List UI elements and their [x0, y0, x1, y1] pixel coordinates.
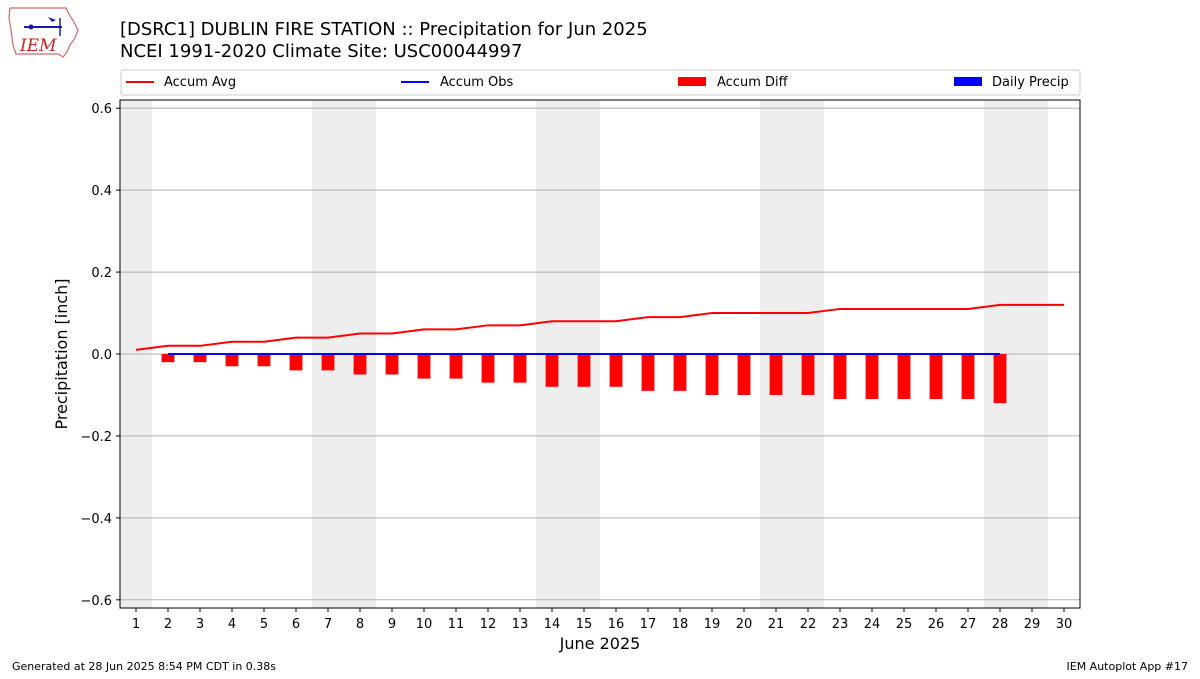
x-tick-label: 19 [704, 617, 721, 632]
x-tick-label: 13 [512, 617, 529, 632]
bar-accum-diff-11 [449, 354, 463, 379]
x-tick-label: 1 [132, 617, 140, 632]
y-tick-label: 0.0 [91, 348, 112, 363]
x-tick-label: 29 [1024, 617, 1041, 632]
legend-swatch-accum-diff [678, 77, 706, 86]
legend-swatch-daily-precip [954, 77, 982, 86]
bar-accum-diff-10 [417, 354, 431, 379]
x-tick-label: 21 [768, 617, 785, 632]
x-tick-label: 5 [260, 617, 268, 632]
x-tick-label: 4 [228, 617, 236, 632]
legend-label-accum-avg: Accum Avg [164, 75, 236, 90]
x-tick-label: 28 [992, 617, 1009, 632]
legend-label-accum-diff: Accum Diff [717, 75, 789, 90]
footer-generated: Generated at 28 Jun 2025 8:54 PM CDT in … [12, 660, 276, 673]
bar-accum-diff-16 [609, 354, 623, 387]
bar-accum-diff-13 [513, 354, 527, 383]
x-tick-label: 16 [608, 617, 625, 632]
footer-app: IEM Autoplot App #17 [1067, 660, 1189, 673]
legend-label-accum-obs: Accum Obs [440, 75, 513, 90]
x-tick-label: 11 [448, 617, 465, 632]
bar-accum-diff-6 [289, 354, 303, 371]
x-tick-label: 2 [164, 617, 172, 632]
x-tick-label: 20 [736, 617, 753, 632]
bar-accum-diff-20 [737, 354, 751, 395]
iowa-outline-icon [8, 7, 79, 58]
x-tick-label: 30 [1056, 617, 1073, 632]
x-tick-label: 27 [960, 617, 977, 632]
series-lines [135, 303, 1064, 355]
bar-accum-diff-7 [321, 354, 335, 371]
x-tick-label: 15 [576, 617, 593, 632]
bar-accum-diff-19 [705, 354, 719, 395]
y-tick-label: 0.6 [91, 102, 112, 117]
bar-accum-diff-24 [865, 354, 879, 400]
y-tick-label: 0.4 [91, 184, 112, 199]
accum-diff-bars [161, 354, 1007, 404]
bar-accum-diff-12 [481, 354, 495, 383]
bar-accum-diff-21 [769, 354, 783, 395]
bar-accum-diff-14 [545, 354, 559, 387]
legend-label-daily-precip: Daily Precip [992, 75, 1069, 90]
y-axis: 0.6 0.4 0.2 0.0 −0.2 −0.4 −0.6 [80, 102, 120, 609]
bar-accum-diff-5 [257, 354, 271, 367]
x-tick-label: 3 [196, 617, 204, 632]
line-accum-avg [135, 303, 1064, 351]
x-tick-label: 26 [928, 617, 945, 632]
bar-accum-diff-8 [353, 354, 367, 375]
x-tick-label: 6 [292, 617, 300, 632]
x-tick-label: 10 [416, 617, 433, 632]
y-tick-label: 0.2 [91, 266, 112, 281]
y-tick-label: −0.2 [80, 430, 112, 445]
iem-logo: IEM [8, 7, 79, 58]
x-tick-label: 7 [324, 617, 332, 632]
x-tick-label: 18 [672, 617, 689, 632]
x-tick-label: 25 [896, 617, 913, 632]
logo-text: IEM [19, 36, 57, 56]
x-tick-label: 14 [544, 617, 561, 632]
x-tick-label: 9 [388, 617, 396, 632]
legend: Accum Avg Accum Obs Accum Diff Daily Pre… [120, 69, 1081, 96]
x-tick-label: 24 [864, 617, 881, 632]
x-axis: 1 2 3 4 5 6 7 8 9 10 11 12 13 14 15 16 17 18 19 20 21 22 23 24 2… [132, 608, 1072, 632]
bar-accum-diff-18 [673, 354, 687, 391]
x-tick-label: 22 [800, 617, 817, 632]
y-axis-label: Precipitation [inch] [52, 278, 71, 429]
chart-title: [DSRC1] DUBLIN FIRE STATION :: Precipita… [120, 19, 648, 40]
y-tick-label: −0.4 [80, 512, 112, 527]
bar-accum-diff-27 [961, 354, 975, 400]
bar-accum-diff-2 [161, 354, 175, 363]
sensor-dot-icon [28, 24, 34, 30]
bar-accum-diff-28 [993, 354, 1007, 404]
x-axis-label: June 2025 [559, 634, 641, 653]
bar-accum-diff-4 [225, 354, 239, 367]
legend-box [120, 69, 1081, 96]
wind-vane-icon [48, 17, 56, 22]
bar-accum-diff-26 [929, 354, 943, 400]
x-tick-label: 17 [640, 617, 657, 632]
bar-accum-diff-23 [833, 354, 847, 400]
bar-accum-diff-3 [193, 354, 207, 363]
bar-accum-diff-17 [641, 354, 655, 391]
x-tick-label: 8 [356, 617, 364, 632]
bar-accum-diff-25 [897, 354, 911, 400]
x-tick-label: 23 [832, 617, 849, 632]
y-tick-label: −0.6 [80, 594, 112, 609]
bar-accum-diff-15 [577, 354, 591, 387]
bar-accum-diff-9 [385, 354, 399, 375]
bar-accum-diff-22 [801, 354, 815, 395]
chart-subtitle: NCEI 1991-2020 Climate Site: USC00044997 [120, 41, 522, 62]
x-tick-label: 12 [480, 617, 497, 632]
